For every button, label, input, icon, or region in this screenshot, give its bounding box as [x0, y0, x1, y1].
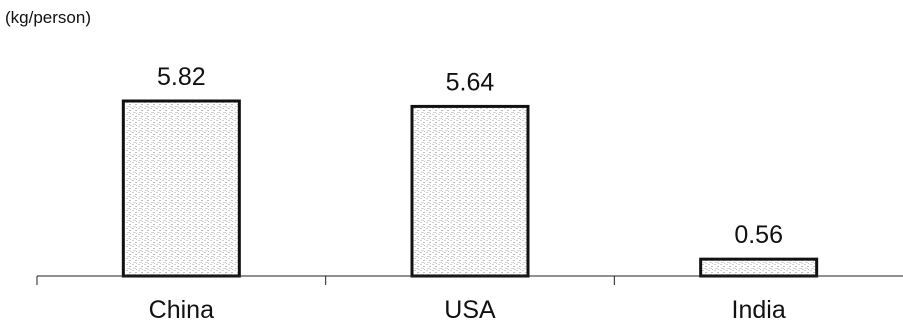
category-label-usa: USA: [444, 296, 496, 324]
value-label-china: 5.82: [157, 63, 206, 91]
bars-group: 5.82 5.64 0.56: [121, 63, 819, 278]
bar-usa: [410, 104, 530, 278]
category-label-india: India: [732, 296, 786, 324]
unit-label: (kg/person): [5, 8, 91, 27]
category-label-china: China: [149, 296, 214, 324]
value-label-usa: 5.64: [446, 68, 495, 96]
bar-china: [121, 99, 241, 278]
value-label-india: 0.56: [734, 221, 783, 249]
bar-india: [699, 257, 819, 278]
x-axis: China USA India: [36, 275, 903, 324]
